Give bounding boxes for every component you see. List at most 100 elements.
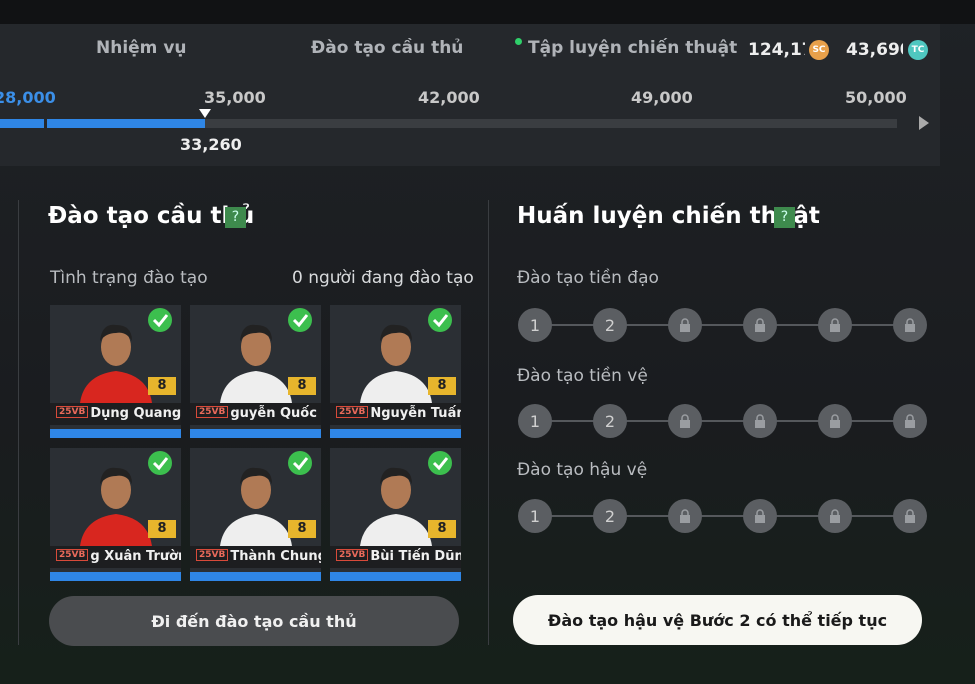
step-node[interactable]: 1 xyxy=(518,404,552,438)
locked-node xyxy=(668,308,702,342)
currency-icon: TC xyxy=(908,40,928,60)
track-label: Đào tạo tiền đạo xyxy=(517,268,659,288)
button[interactable]: Đào tạo hậu vệ Bước 2 có thể tiếp tục xyxy=(513,595,922,645)
season-badge: 25VB xyxy=(196,549,229,561)
lock-icon xyxy=(905,414,915,428)
player-card[interactable]: 8 25VB Thành Chung xyxy=(190,448,321,581)
locked-node xyxy=(668,499,702,533)
season-badge: 25VB xyxy=(56,406,89,418)
locked-node xyxy=(668,404,702,438)
track-label: Đào tạo tiền vệ xyxy=(517,366,648,386)
season-badge: 25VB xyxy=(336,549,369,561)
progress-track xyxy=(0,119,897,128)
locked-node xyxy=(893,499,927,533)
status-value: 0 người đang đào tạo xyxy=(292,268,474,288)
training-bar xyxy=(50,429,181,438)
step-node[interactable]: 2 xyxy=(593,404,627,438)
player-portrait xyxy=(80,308,172,403)
status-label: Tình trạng đào tạo xyxy=(50,268,208,288)
player-name: Bùi Tiến Dũng xyxy=(370,549,461,564)
lock-icon xyxy=(680,509,690,523)
level-badge: 8 xyxy=(148,377,176,395)
player-portrait xyxy=(80,451,172,546)
milestone-label: 35,000 xyxy=(204,88,266,107)
track-label: Đào tạo hậu vệ xyxy=(517,460,648,480)
season-badge: 25VB xyxy=(56,549,89,561)
step-node[interactable]: 1 xyxy=(518,499,552,533)
locked-node xyxy=(818,308,852,342)
level-badge: 8 xyxy=(288,520,316,538)
track-line xyxy=(535,324,910,326)
player-name-strip: 25VB Thành Chung xyxy=(190,546,321,568)
level-badge: 8 xyxy=(428,377,456,395)
progress-divider xyxy=(44,117,47,130)
training-bar xyxy=(330,429,461,438)
season-badge: 25VB xyxy=(336,406,369,418)
lock-icon xyxy=(680,414,690,428)
step-node[interactable]: 2 xyxy=(593,499,627,533)
player-portrait xyxy=(220,308,312,403)
locked-node xyxy=(893,404,927,438)
lock-icon xyxy=(830,318,840,332)
divider xyxy=(488,200,489,645)
progress-fill xyxy=(0,119,205,128)
milestone-label: 50,000 xyxy=(845,88,907,107)
tab[interactable]: Nhiệm vụ xyxy=(96,38,187,58)
milestone-label: 28,000 xyxy=(0,88,56,107)
locked-node xyxy=(743,499,777,533)
button[interactable]: Đi đến đào tạo cầu thủ xyxy=(49,596,459,646)
panel-title: Đào tạo cầu thủ xyxy=(48,203,255,229)
player-name: guyễn Quốc Vi xyxy=(230,406,321,421)
level-badge: 8 xyxy=(428,520,456,538)
track-line xyxy=(535,515,910,517)
next-arrow[interactable] xyxy=(917,115,931,131)
divider xyxy=(18,200,19,645)
level-badge: 8 xyxy=(148,520,176,538)
lock-icon xyxy=(755,414,765,428)
lock-icon xyxy=(680,318,690,332)
player-name: Nguyễn Tuấn A xyxy=(370,406,461,421)
player-name: Thành Chung xyxy=(230,549,321,564)
player-portrait xyxy=(360,308,452,403)
milestone-label: 42,000 xyxy=(418,88,480,107)
level-badge: 8 xyxy=(288,377,316,395)
player-portrait xyxy=(220,451,312,546)
lock-icon xyxy=(755,509,765,523)
help-icon[interactable]: ? xyxy=(774,207,795,228)
step-node[interactable]: 2 xyxy=(593,308,627,342)
locked-node xyxy=(818,499,852,533)
locked-node xyxy=(818,404,852,438)
lock-icon xyxy=(905,509,915,523)
currency-amount: 124,17( xyxy=(748,40,805,60)
track-line xyxy=(535,420,910,422)
progress-current: 33,260 xyxy=(180,135,242,154)
player-name: Dụng Quang N xyxy=(90,406,181,421)
tab[interactable]: Đào tạo cầu thủ xyxy=(311,38,464,58)
help-icon[interactable]: ? xyxy=(225,207,246,228)
lock-icon xyxy=(905,318,915,332)
top-bar xyxy=(0,0,975,24)
lock-icon xyxy=(755,318,765,332)
header-panel xyxy=(0,24,940,166)
lock-icon xyxy=(830,509,840,523)
locked-node xyxy=(743,308,777,342)
locked-node xyxy=(893,308,927,342)
locked-node xyxy=(743,404,777,438)
player-name: g Xuân Trường xyxy=(90,549,181,564)
tab[interactable]: Tập luyện chiến thuật xyxy=(528,38,738,58)
training-bar xyxy=(190,572,321,581)
currency-icon: SC xyxy=(809,40,829,60)
step-node[interactable]: 1 xyxy=(518,308,552,342)
training-bar xyxy=(330,572,461,581)
progress-pointer xyxy=(199,109,211,118)
